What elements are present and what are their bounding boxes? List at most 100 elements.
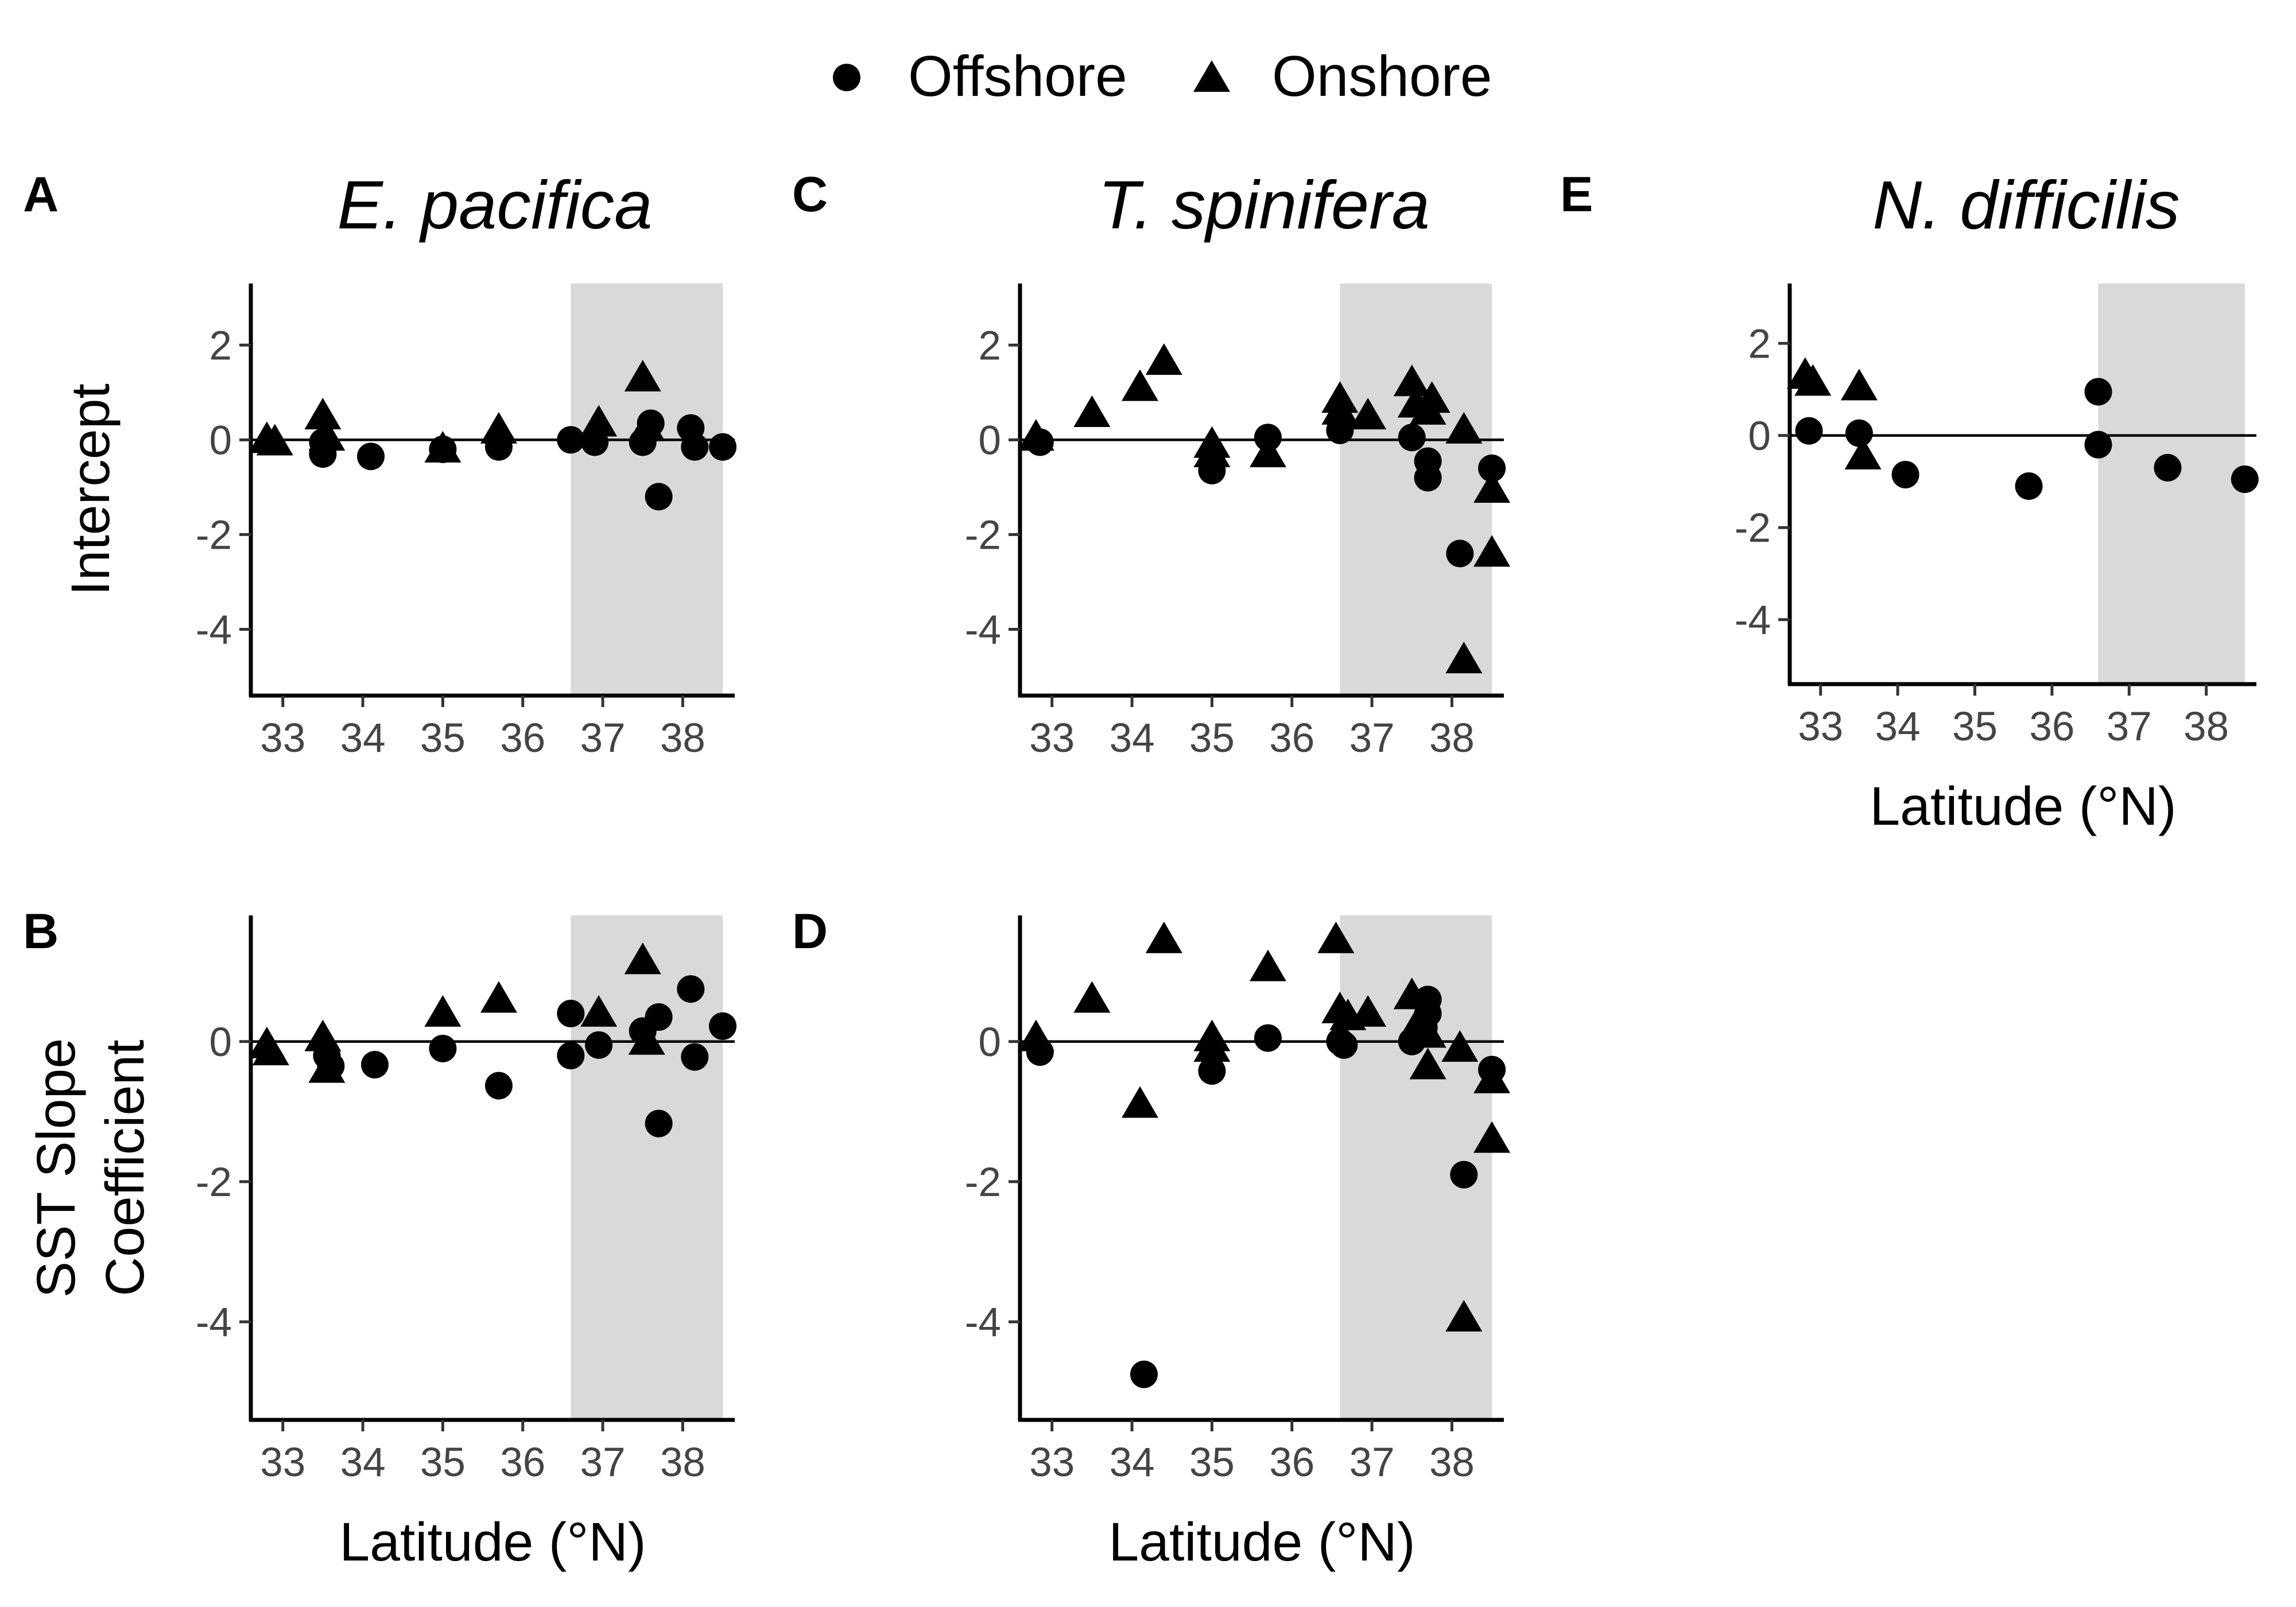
data-point-onshore — [1393, 364, 1430, 397]
y-tick-label: 2 — [210, 323, 232, 368]
x-tick-label: 33 — [1798, 704, 1843, 750]
data-point-offshore — [1130, 1360, 1158, 1388]
x-tick-label: 38 — [660, 1440, 705, 1485]
panel-letter: B — [23, 904, 59, 959]
panel-c: 33 34 35 36 37 38 -4 -2 0 2 C T. spinifera — [792, 167, 1511, 761]
panel-letter: E — [1560, 167, 1593, 222]
data-point-onshore — [304, 1019, 342, 1051]
data-point-offshore — [1446, 539, 1474, 568]
data-point-onshore — [424, 430, 461, 463]
x-tick-label: 35 — [420, 716, 466, 761]
data-point-onshore — [1145, 343, 1182, 375]
y-tick-label: -2 — [965, 1160, 1001, 1205]
shaded-region — [1340, 284, 1492, 696]
data-point-onshore — [1393, 977, 1430, 1010]
data-point-onshore — [1441, 1030, 1479, 1062]
data-point-offshore — [557, 999, 585, 1027]
x-tick-label: 34 — [1110, 1440, 1155, 1485]
data-point-onshore — [1193, 1030, 1231, 1062]
data-point-offshore — [2015, 472, 2043, 500]
data-point-onshore — [1409, 1047, 1446, 1080]
x-tick-label: 35 — [1189, 716, 1235, 761]
data-point-onshore — [624, 942, 661, 975]
data-point-offshore — [1478, 454, 1506, 482]
data-point-offshore — [360, 1051, 389, 1079]
data-point-onshore — [1073, 395, 1111, 427]
data-point-onshore — [1409, 1016, 1446, 1048]
x-tick-label: 37 — [1349, 716, 1395, 761]
data-point-offshore — [357, 442, 385, 471]
data-point-offshore — [429, 1034, 457, 1062]
x-tick-label: 38 — [2183, 704, 2229, 750]
x-tick-label: 36 — [500, 716, 545, 761]
panel-b: 33 34 35 36 37 38 -4 -2 0 B Latitude (°N) SST Slope… — [23, 904, 737, 1573]
y-tick-label: -2 — [1735, 506, 1771, 551]
data-point-onshore — [1321, 393, 1359, 425]
x-tick-label: 35 — [420, 1440, 466, 1485]
x-tick-label: 36 — [1269, 716, 1314, 761]
data-point-onshore — [1249, 436, 1286, 468]
data-point-onshore — [480, 412, 517, 444]
data-point-offshore — [677, 975, 705, 1003]
data-point-offshore — [2084, 378, 2112, 406]
panel-letter: C — [792, 167, 828, 222]
data-point-offshore — [2154, 453, 2182, 482]
x-tick-label: 37 — [580, 1440, 626, 1485]
x-tick-label: 33 — [260, 1440, 305, 1485]
data-point-onshore — [628, 409, 665, 441]
y-tick-label: -4 — [965, 1300, 1001, 1345]
data-point-offshore — [709, 433, 737, 461]
legend-onshore-marker — [1193, 60, 1230, 92]
legend-offshore-label: Offshore — [908, 44, 1127, 108]
data-point-offshore — [557, 426, 585, 454]
legend-offshore-marker — [833, 64, 860, 91]
x-tick-label: 37 — [1349, 1440, 1395, 1485]
y-axis-title: Coefficient — [95, 1039, 156, 1296]
y-tick-label: -2 — [196, 513, 232, 558]
data-point-offshore — [557, 1042, 585, 1070]
data-point-offshore — [1845, 419, 1873, 447]
data-point-onshore — [1840, 368, 1878, 401]
data-point-onshore — [1017, 419, 1054, 451]
x-tick-label: 36 — [500, 1440, 545, 1485]
x-tick-label: 34 — [1875, 704, 1921, 750]
x-tick-label: 36 — [2029, 704, 2074, 750]
data-point-offshore — [681, 433, 709, 461]
data-point-onshore — [1349, 995, 1387, 1027]
data-point-offshore — [1254, 1024, 1282, 1052]
y-tick-label: -4 — [965, 607, 1001, 653]
shaded-region — [571, 284, 723, 696]
data-point-onshore — [580, 995, 618, 1027]
data-point-onshore — [424, 995, 461, 1027]
data-point-onshore — [1473, 1121, 1511, 1153]
data-point-offshore — [2084, 430, 2112, 459]
y-tick-label: 2 — [979, 323, 1002, 368]
data-point-onshore — [1193, 436, 1231, 468]
x-tick-label: 38 — [660, 716, 705, 761]
data-point-offshore — [681, 1043, 709, 1071]
data-point-onshore — [1073, 981, 1111, 1013]
data-point-onshore — [1473, 471, 1511, 503]
data-point-onshore — [1445, 1299, 1483, 1332]
data-point-onshore — [1473, 1061, 1511, 1093]
y-axis-title: Intercept — [60, 383, 121, 596]
y-tick-label: 2 — [1748, 321, 1771, 367]
panel-title: T. spinifera — [1098, 167, 1430, 243]
data-point-offshore — [1450, 1160, 1478, 1189]
panel-title: N. difficilis — [1872, 167, 2180, 243]
x-tick-label: 38 — [1429, 1440, 1475, 1485]
y-tick-label: 0 — [210, 1020, 232, 1065]
data-point-onshore — [1145, 921, 1182, 953]
panel-e: 33 34 35 36 37 38 -4 -2 0 2 E N. difficilis Latitude… — [1560, 167, 2259, 837]
x-axis-title: Latitude (°N) — [1108, 1512, 1415, 1573]
data-point-offshore — [1414, 464, 1442, 492]
x-tick-label: 33 — [260, 716, 305, 761]
x-axis-title: Latitude (°N) — [339, 1512, 646, 1573]
x-tick-label: 37 — [2107, 704, 2152, 750]
y-axis-title: SST Slope — [26, 1038, 87, 1298]
y-tick-label: 0 — [1748, 414, 1771, 459]
y-tick-label: 0 — [210, 418, 232, 463]
data-point-offshore — [1398, 424, 1426, 452]
data-point-onshore — [1473, 535, 1511, 567]
